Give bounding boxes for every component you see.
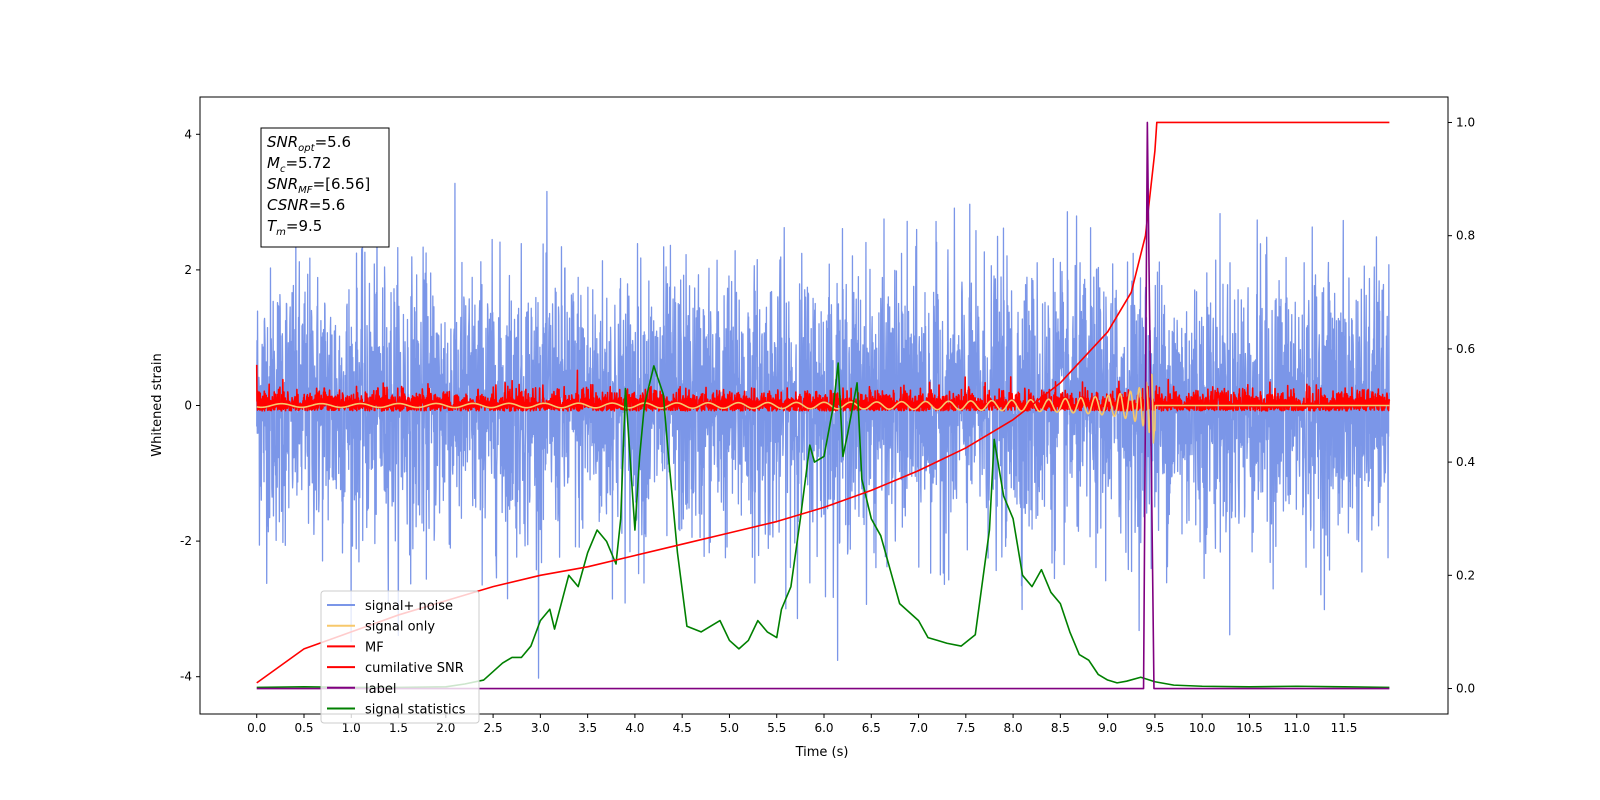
- legend-label: MF: [365, 640, 384, 655]
- legend: signal+ noise signal only MF cumilative SNR…: [320, 590, 480, 724]
- x-tick-label: 5.5: [767, 721, 786, 735]
- x-tick-label: 0.5: [294, 721, 313, 735]
- x-tick-label: 10.0: [1189, 721, 1216, 735]
- annotation-line: SNRMF=[6.56]: [267, 175, 370, 196]
- x-tick-label: 2.5: [484, 721, 503, 735]
- x-tick-label: 8.5: [1051, 721, 1070, 735]
- legend-frame: [320, 590, 480, 724]
- annotation-line: Mc=5.72: [267, 154, 331, 175]
- y2-tick-label: 0.6: [1456, 342, 1475, 356]
- annotation-value: =[6.56]: [313, 175, 371, 193]
- legend-label: signal only: [365, 620, 435, 635]
- legend-label: cumilative SNR: [365, 661, 464, 676]
- annotation-value: =5.6: [309, 196, 345, 214]
- annotation-line: SNRopt=5.6: [267, 133, 351, 154]
- y-tick-label: 2: [184, 263, 192, 277]
- x-tick-label: 5.0: [720, 721, 739, 735]
- annotation-symbol: SNR: [267, 133, 298, 151]
- x-tick-label: 1.0: [342, 721, 361, 735]
- y-tick-label: -4: [180, 670, 192, 684]
- y-tick-label: 0: [184, 399, 192, 413]
- y-tick-label: 4: [184, 127, 192, 141]
- x-tick-label: 2.0: [436, 721, 455, 735]
- annotation-symbol: SNR: [267, 175, 298, 193]
- x-axis-label: Time (s): [795, 745, 849, 760]
- x-tick-label: 8.0: [1004, 721, 1023, 735]
- annotation-value: =5.72: [285, 154, 331, 172]
- y-axis-right: 0.0 0.2 0.4 0.6 0.8 1.0: [1448, 115, 1475, 696]
- series-line-label: [256, 121, 1390, 690]
- y2-tick-label: 0.4: [1456, 455, 1475, 469]
- x-tick-label: 4.5: [673, 721, 692, 735]
- legend-label: label: [365, 682, 396, 697]
- x-tick-label: 11.0: [1283, 721, 1310, 735]
- annotation-subscript: c: [280, 164, 286, 175]
- annotation-frame: [260, 127, 390, 248]
- x-tick-label: 9.5: [1145, 721, 1164, 735]
- stats-annotation-box: SNRopt=5.6Mc=5.72SNRMF=[6.56]CSNR=5.6Tm=…: [260, 127, 390, 248]
- y-tick-label: -2: [180, 534, 192, 548]
- y2-tick-label: 0.2: [1456, 568, 1475, 582]
- annotation-line: Tm=9.5: [267, 217, 322, 238]
- series-layer: [255, 121, 1391, 690]
- annotation-subscript: opt: [298, 143, 315, 154]
- series-line-signal-statistics: [256, 362, 1390, 689]
- legend-label: signal+ noise: [365, 599, 453, 614]
- x-tick-label: 7.0: [909, 721, 928, 735]
- annotation-value: =5.6: [315, 133, 351, 151]
- legend-label: signal statistics: [365, 703, 466, 718]
- x-tick-label: 6.0: [814, 721, 833, 735]
- x-axis: 0.0 0.5 1.0 1.5 2.0 2.5 3.0 3.5 4.0 4.5 5.0 5.5 6.0 6…: [247, 714, 1357, 735]
- y-axis-left: -4 -2 0 2 4: [180, 127, 200, 684]
- series-line-signal-only: [256, 373, 1390, 444]
- annotation-subscript: MF: [298, 185, 313, 196]
- x-tick-label: 11.5: [1331, 721, 1358, 735]
- x-tick-label: 0.0: [247, 721, 266, 735]
- x-tick-label: 3.0: [531, 721, 550, 735]
- series-line-mf: [255, 364, 1391, 412]
- x-tick-label: 9.0: [1098, 721, 1117, 735]
- x-tick-label: 6.5: [862, 721, 881, 735]
- x-tick-label: 3.5: [578, 721, 597, 735]
- annotation-subscript: m: [276, 227, 286, 238]
- annotation-symbol: CSNR: [267, 196, 309, 214]
- annotation-symbol: T: [267, 217, 278, 235]
- x-tick-label: 4.0: [625, 721, 644, 735]
- y2-tick-label: 1.0: [1456, 115, 1475, 129]
- annotation-symbol: M: [267, 154, 280, 172]
- annotation-line: CSNR=5.6: [267, 196, 345, 214]
- y2-tick-label: 0.0: [1456, 682, 1475, 696]
- x-tick-label: 10.5: [1236, 721, 1263, 735]
- y-axis-label: Whitened strain: [150, 353, 165, 456]
- x-tick-label: 7.5: [956, 721, 975, 735]
- x-tick-label: 1.5: [389, 721, 408, 735]
- y2-tick-label: 0.8: [1456, 229, 1475, 243]
- annotation-value: =9.5: [286, 217, 322, 235]
